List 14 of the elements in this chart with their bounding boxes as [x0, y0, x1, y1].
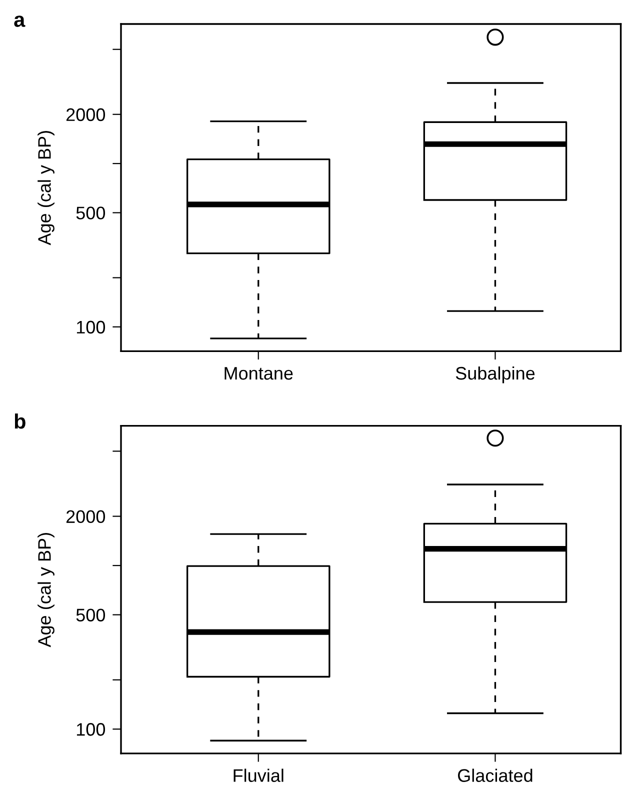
y-tick-label: 2000 — [66, 108, 106, 122]
y-tick-label: 100 — [76, 723, 106, 736]
y-tick-label: 100 — [76, 320, 106, 334]
y-tick-label: 2000 — [66, 510, 106, 523]
y-tick-label: 500 — [76, 608, 106, 622]
chart-title: a — [14, 16, 26, 27]
y-tick-label: 500 — [76, 206, 106, 220]
chart-title: b — [14, 413, 26, 429]
x-tick-label: Subalpine — [456, 366, 535, 384]
y-axis-title: Age (cal y BP) — [38, 533, 54, 648]
x-tick-label: Fluvial — [234, 768, 284, 782]
y-axis-title: Age (cal y BP) — [38, 131, 54, 246]
x-tick-label: Glaciated — [458, 768, 532, 782]
x-tick-label: Montane — [224, 367, 293, 380]
